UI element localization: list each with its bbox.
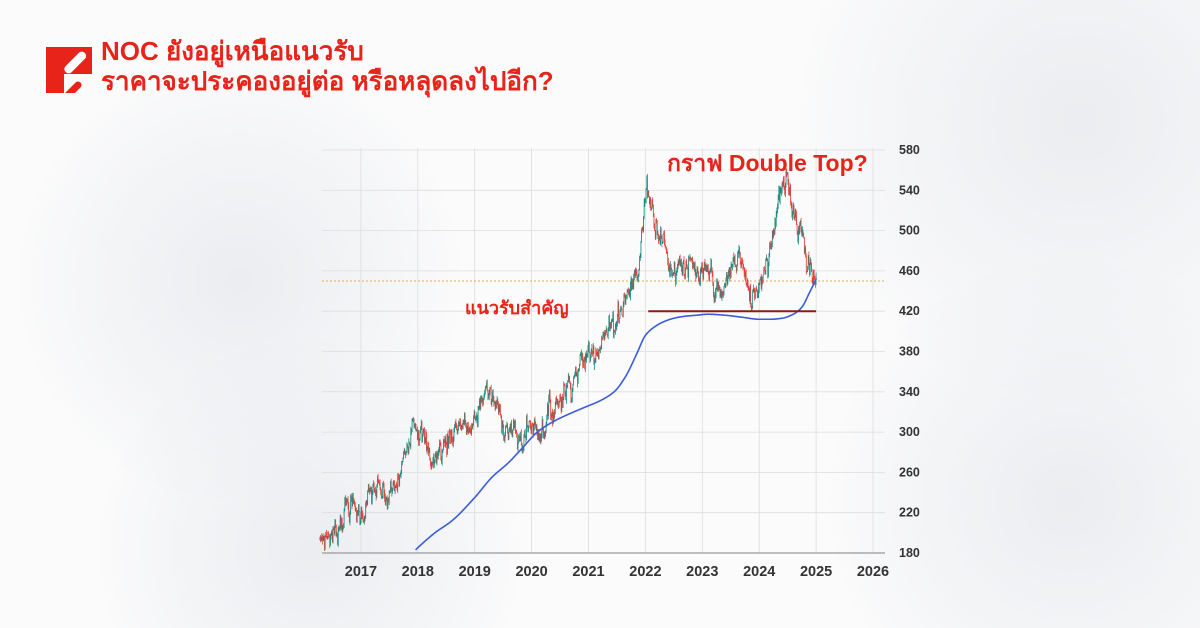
svg-text:300: 300 <box>899 425 920 439</box>
svg-text:2025: 2025 <box>800 564 832 580</box>
svg-text:500: 500 <box>899 224 920 238</box>
svg-text:2020: 2020 <box>515 564 547 580</box>
svg-text:2017: 2017 <box>345 564 377 580</box>
svg-text:2021: 2021 <box>572 564 604 580</box>
svg-text:2026: 2026 <box>857 564 889 580</box>
svg-text:260: 260 <box>899 465 920 479</box>
svg-text:340: 340 <box>899 385 920 399</box>
svg-text:2019: 2019 <box>459 564 491 580</box>
svg-text:180: 180 <box>899 546 920 560</box>
svg-text:380: 380 <box>899 345 920 359</box>
svg-text:460: 460 <box>899 264 920 278</box>
svg-text:580: 580 <box>899 143 920 157</box>
svg-text:2023: 2023 <box>686 564 718 580</box>
svg-text:2022: 2022 <box>629 564 661 580</box>
svg-text:540: 540 <box>899 183 920 197</box>
svg-text:2024: 2024 <box>743 564 775 580</box>
svg-text:220: 220 <box>899 506 920 520</box>
svg-text:420: 420 <box>899 304 920 318</box>
svg-text:2018: 2018 <box>402 564 434 580</box>
